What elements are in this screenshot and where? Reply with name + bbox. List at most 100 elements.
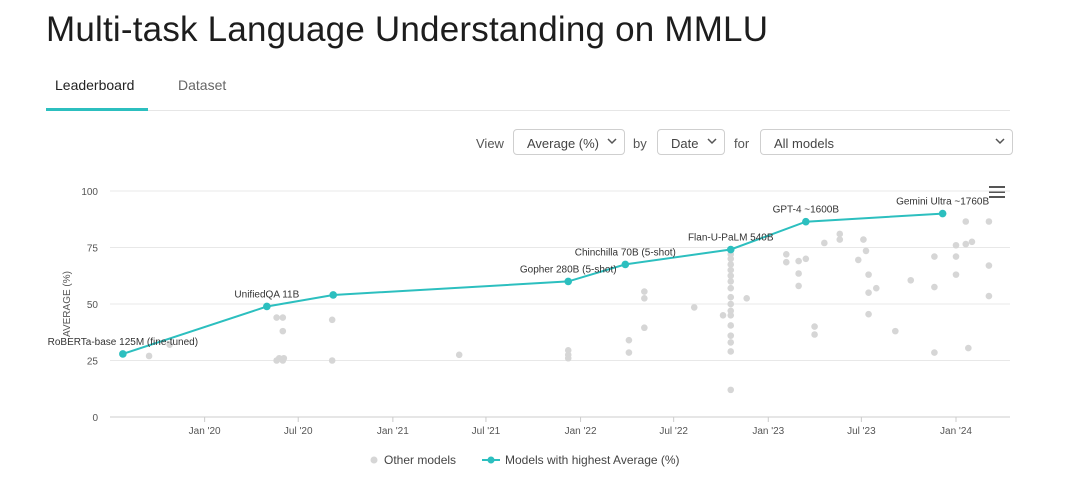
best-model-point — [263, 302, 271, 311]
best-model-point — [119, 350, 127, 358]
x-tick-label: Jan '24 — [940, 426, 972, 437]
other-model-point — [727, 312, 735, 319]
for-select-value: All models — [774, 136, 834, 151]
other-model-point — [782, 250, 790, 258]
other-model-point — [931, 253, 938, 260]
page-title: Multi-task Language Understanding on MML… — [46, 10, 769, 49]
for-select[interactable]: All models — [760, 129, 1013, 155]
other-model-point — [641, 295, 648, 302]
for-label: for — [734, 136, 750, 151]
other-model-point — [854, 256, 862, 264]
other-model-point — [962, 218, 970, 225]
other-model-point — [328, 357, 336, 364]
other-model-point — [279, 314, 287, 321]
best-model-point — [329, 291, 338, 299]
other-model-point — [985, 218, 993, 225]
chevron-down-icon — [707, 138, 717, 145]
other-model-point — [872, 284, 880, 292]
x-tick-label: Jan '21 — [377, 426, 409, 437]
other-model-point — [727, 339, 735, 346]
other-model-point — [811, 331, 818, 338]
hamburger-menu-icon[interactable] — [989, 186, 1005, 200]
other-model-point — [965, 344, 972, 352]
other-model-point — [952, 253, 960, 260]
best-model-label: UnifiedQA 11B — [234, 289, 299, 300]
other-model-point — [625, 336, 633, 344]
other-model-point — [455, 351, 463, 359]
other-model-point — [836, 236, 844, 243]
x-tick-label: Jan '23 — [752, 426, 784, 437]
x-tick-label: Jul '20 — [284, 426, 313, 437]
other-model-point — [811, 323, 818, 330]
tab-dataset[interactable]: Dataset — [178, 77, 227, 93]
other-model-point — [865, 310, 872, 318]
y-tick-label: 75 — [87, 244, 99, 255]
tab-leaderboard[interactable]: Leaderboard — [55, 77, 135, 93]
other-model-point — [782, 258, 790, 266]
other-model-point — [279, 357, 287, 364]
best-model-label: RoBERTa-base 125M (fine-tuned) — [48, 337, 198, 348]
by-select[interactable]: Date — [657, 129, 725, 155]
other-model-point — [273, 314, 280, 321]
view-select-value: Average (%) — [527, 136, 600, 151]
other-model-point — [727, 332, 735, 339]
best-model-label: GPT-4 ~1600B — [773, 205, 840, 216]
other-model-point — [727, 266, 735, 274]
other-model-point — [275, 354, 283, 362]
other-model-point — [690, 304, 698, 311]
y-axis-label: AVERAGE (%) — [62, 271, 73, 337]
other-model-point — [802, 255, 810, 263]
other-model-point — [952, 241, 960, 249]
view-label: View — [476, 136, 504, 151]
other-model-point — [625, 349, 633, 356]
other-model-point — [892, 327, 899, 335]
other-model-point — [727, 293, 735, 301]
y-tick-label: 100 — [81, 187, 98, 198]
best-model-point — [802, 217, 810, 226]
other-model-point — [952, 271, 960, 278]
y-tick-label: 50 — [87, 300, 99, 311]
other-model-point — [273, 357, 280, 364]
other-model-point — [727, 272, 735, 280]
other-model-point — [727, 322, 735, 329]
other-model-point — [727, 261, 735, 268]
other-model-point — [985, 292, 993, 300]
other-model-point — [743, 295, 750, 302]
best-model-label: Gemini Ultra ~1760B — [896, 197, 989, 208]
by-select-value: Date — [671, 136, 699, 151]
by-label: by — [633, 136, 647, 151]
other-model-point — [727, 250, 735, 258]
other-model-point — [795, 270, 802, 277]
best-model-label: Chinchilla 70B (5-shot) — [575, 247, 676, 258]
best-model-point — [726, 245, 735, 254]
active-tab-indicator — [46, 108, 148, 111]
x-tick-label: Jan '20 — [189, 426, 221, 437]
other-model-point — [795, 257, 802, 265]
other-model-point — [641, 324, 648, 332]
other-model-point — [727, 278, 735, 285]
view-select[interactable]: Average (%) — [513, 129, 625, 155]
best-model-label: Flan-U-PaLM 540B — [688, 233, 774, 244]
best-models-line — [122, 212, 943, 355]
best-model-point — [621, 260, 630, 269]
other-model-point — [727, 307, 735, 315]
other-model-point — [564, 354, 572, 362]
legend-best-marker — [487, 456, 495, 464]
y-tick-label: 0 — [92, 413, 98, 424]
other-model-point — [641, 288, 648, 295]
other-model-point — [821, 239, 828, 247]
x-tick-label: Jul '22 — [659, 426, 688, 437]
other-model-point — [166, 341, 173, 348]
best-model-point — [564, 277, 573, 286]
other-model-point — [860, 236, 867, 243]
other-model-point — [727, 255, 735, 263]
y-tick-label: 25 — [87, 357, 99, 368]
best-model-label: Gopher 280B (5-shot) — [520, 264, 617, 275]
other-model-point — [865, 289, 872, 297]
legend-other-marker — [370, 456, 378, 464]
other-model-point — [962, 240, 970, 248]
other-model-point — [564, 351, 572, 359]
other-model-point — [145, 352, 153, 360]
legend-best-label: Models with highest Average (%) — [505, 453, 680, 467]
other-model-point — [727, 386, 735, 394]
